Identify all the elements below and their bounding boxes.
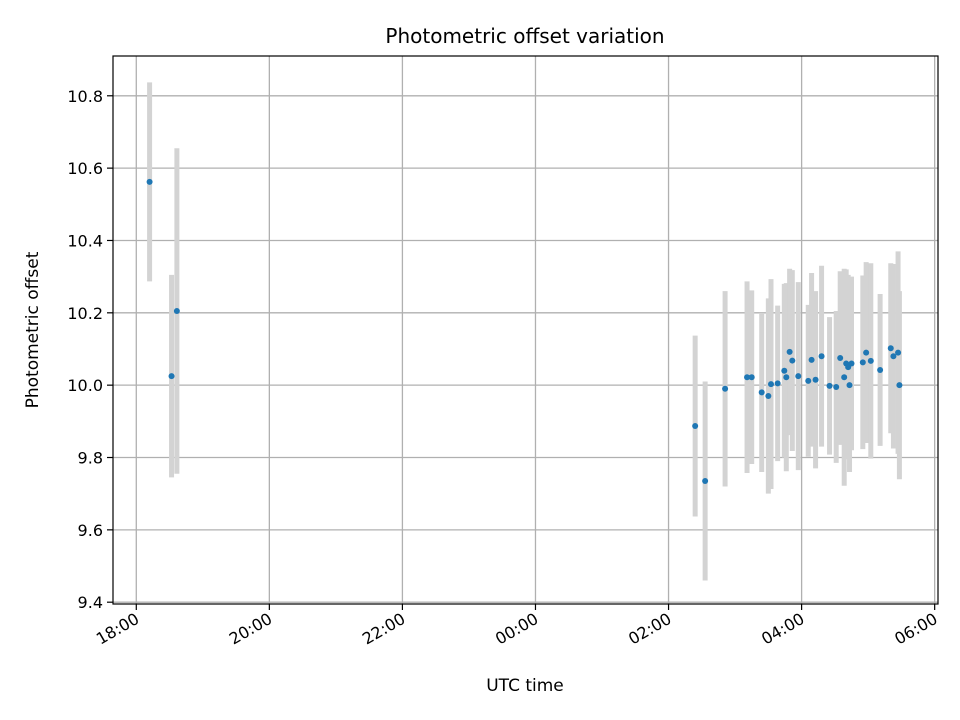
data-point — [146, 178, 153, 185]
y-tick-label: 10.6 — [67, 159, 103, 178]
y-axis-label: Photometric offset — [23, 251, 43, 408]
data-point — [786, 348, 793, 355]
data-point — [748, 374, 755, 381]
data-point — [765, 393, 772, 400]
chart-title: Photometric offset variation — [385, 24, 664, 48]
data-point — [887, 345, 894, 352]
data-point — [890, 353, 897, 360]
data-point — [173, 308, 180, 315]
data-point — [896, 382, 903, 389]
y-tick-label: 10.2 — [67, 304, 103, 323]
plot-frame — [112, 55, 939, 605]
data-point — [863, 349, 870, 356]
data-point — [744, 374, 751, 381]
data-point — [833, 383, 840, 390]
data-point — [859, 359, 866, 366]
y-tick-label: 10.0 — [67, 376, 103, 395]
data-point — [846, 382, 853, 389]
data-point — [789, 357, 796, 364]
y-tick-label: 9.8 — [78, 449, 103, 468]
y-tick-label: 9.6 — [78, 521, 103, 540]
data-point — [818, 353, 825, 360]
data-point — [812, 376, 819, 383]
data-point — [867, 357, 874, 364]
data-point — [758, 389, 765, 396]
data-point — [848, 360, 855, 367]
data-point — [808, 356, 815, 363]
y-axis-ticks: 9.4 9.6 9.8 10.0 10.2 10.4 10.6 10.8 — [67, 87, 113, 612]
data-point — [837, 355, 844, 362]
y-tick-label: 10.8 — [67, 87, 103, 106]
x-axis-label: UTC time — [486, 676, 564, 696]
data-point — [895, 349, 902, 356]
data-point — [841, 374, 848, 381]
data-point — [877, 366, 884, 373]
data-point — [702, 478, 709, 485]
data-point — [768, 381, 775, 388]
data-point — [168, 373, 175, 380]
data-point — [692, 423, 699, 430]
data-points — [146, 178, 903, 485]
data-point — [774, 380, 781, 387]
data-point — [795, 373, 802, 380]
data-point — [722, 385, 729, 392]
data-point — [783, 374, 790, 381]
data-point — [781, 367, 788, 374]
y-tick-label: 9.4 — [78, 593, 103, 612]
data-point — [805, 377, 812, 384]
y-tick-label: 10.4 — [67, 231, 103, 250]
data-point — [826, 382, 833, 389]
